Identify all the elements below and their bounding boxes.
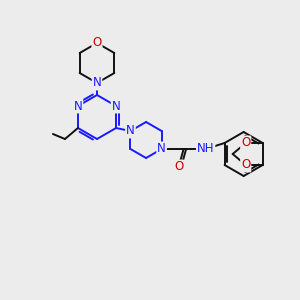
Text: NH: NH [197, 142, 214, 154]
Text: O: O [92, 37, 102, 50]
Text: N: N [93, 76, 101, 89]
Text: O: O [174, 160, 183, 173]
Text: O: O [241, 136, 250, 149]
Text: N: N [126, 124, 135, 137]
Text: N: N [74, 100, 82, 112]
Text: N: N [157, 142, 166, 155]
Text: N: N [112, 100, 120, 112]
Text: O: O [241, 158, 250, 172]
